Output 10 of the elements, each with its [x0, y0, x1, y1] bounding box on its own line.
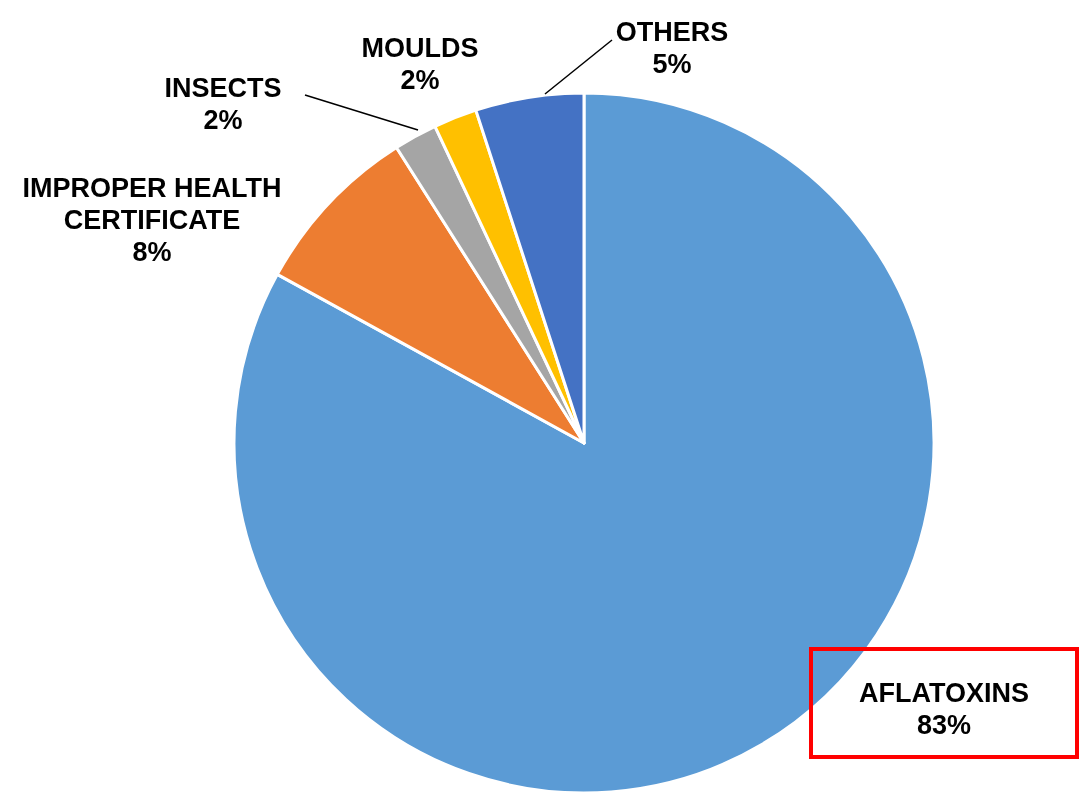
slice-label: INSECTS — [164, 73, 282, 103]
data-label: 8% — [132, 237, 172, 267]
slice-label: AFLATOXINS — [858, 678, 1030, 708]
data-label: 5% — [652, 49, 692, 79]
data-label: 2% — [400, 65, 440, 95]
data-label: 83% — [916, 710, 972, 740]
data-label: 2% — [203, 105, 243, 135]
slice-label: IMPROPER HEALTH CERTIFICATE — [22, 173, 282, 235]
slice-label: OTHERS — [615, 17, 729, 47]
slice-label: MOULDS — [361, 33, 479, 63]
